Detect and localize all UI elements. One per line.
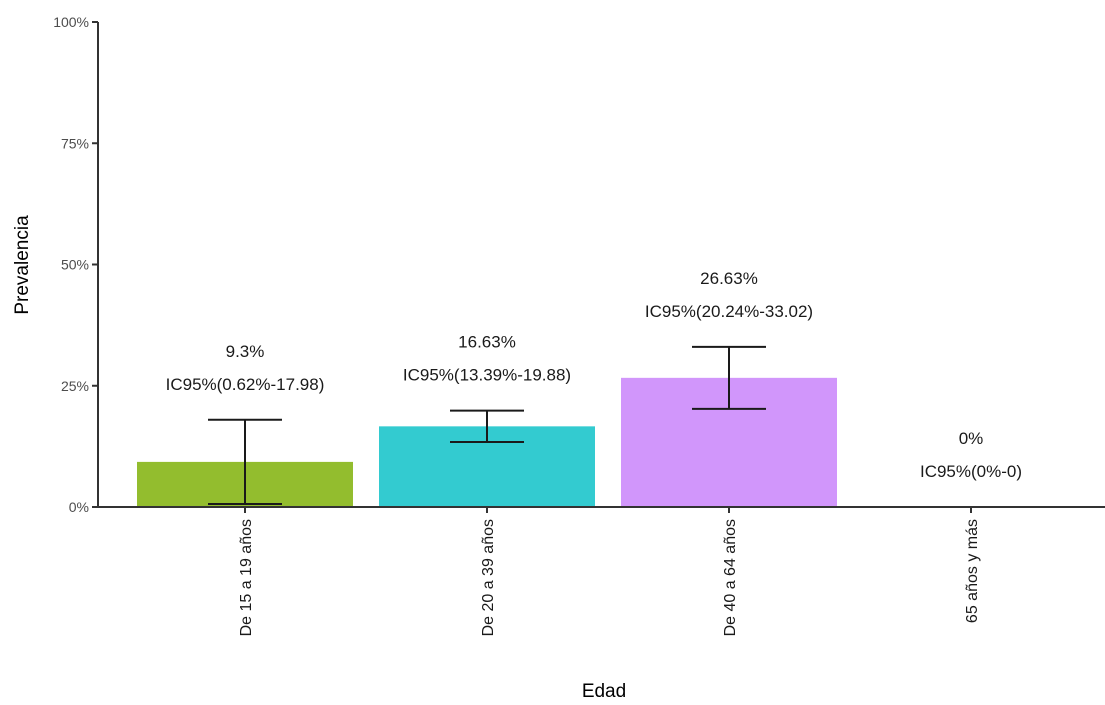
value-label: 0% bbox=[959, 429, 984, 448]
ci-label: IC95%(0%-0) bbox=[920, 462, 1022, 481]
ci-label: IC95%(0.62%-17.98) bbox=[166, 375, 325, 394]
value-label: 16.63% bbox=[458, 333, 516, 352]
x-tick-label: De 20 a 39 años bbox=[480, 519, 497, 636]
y-tick-label: 75% bbox=[61, 135, 89, 151]
x-axis: De 15 a 19 años De 20 a 39 años De 40 a 64… bbox=[98, 507, 1105, 636]
value-label: 26.63% bbox=[700, 269, 758, 288]
x-axis-title: Edad bbox=[582, 681, 626, 702]
ci-label: IC95%(13.39%-19.88) bbox=[403, 366, 571, 385]
y-tick-label: 25% bbox=[61, 378, 89, 394]
y-axis-title: Prevalencia bbox=[12, 215, 33, 315]
x-tick-label: 65 años y más bbox=[964, 519, 981, 623]
y-tick-label: 50% bbox=[61, 257, 89, 273]
y-tick-label: 0% bbox=[69, 499, 89, 515]
value-label: 9.3% bbox=[226, 342, 265, 361]
x-tick-label: De 15 a 19 años bbox=[238, 519, 255, 636]
ci-label: IC95%(20.24%-33.02) bbox=[645, 302, 813, 321]
y-axis: 0% 25% 50% 75% 100% bbox=[53, 14, 98, 515]
y-tick-label: 100% bbox=[53, 14, 89, 30]
x-tick-label: De 40 a 64 años bbox=[722, 519, 739, 636]
